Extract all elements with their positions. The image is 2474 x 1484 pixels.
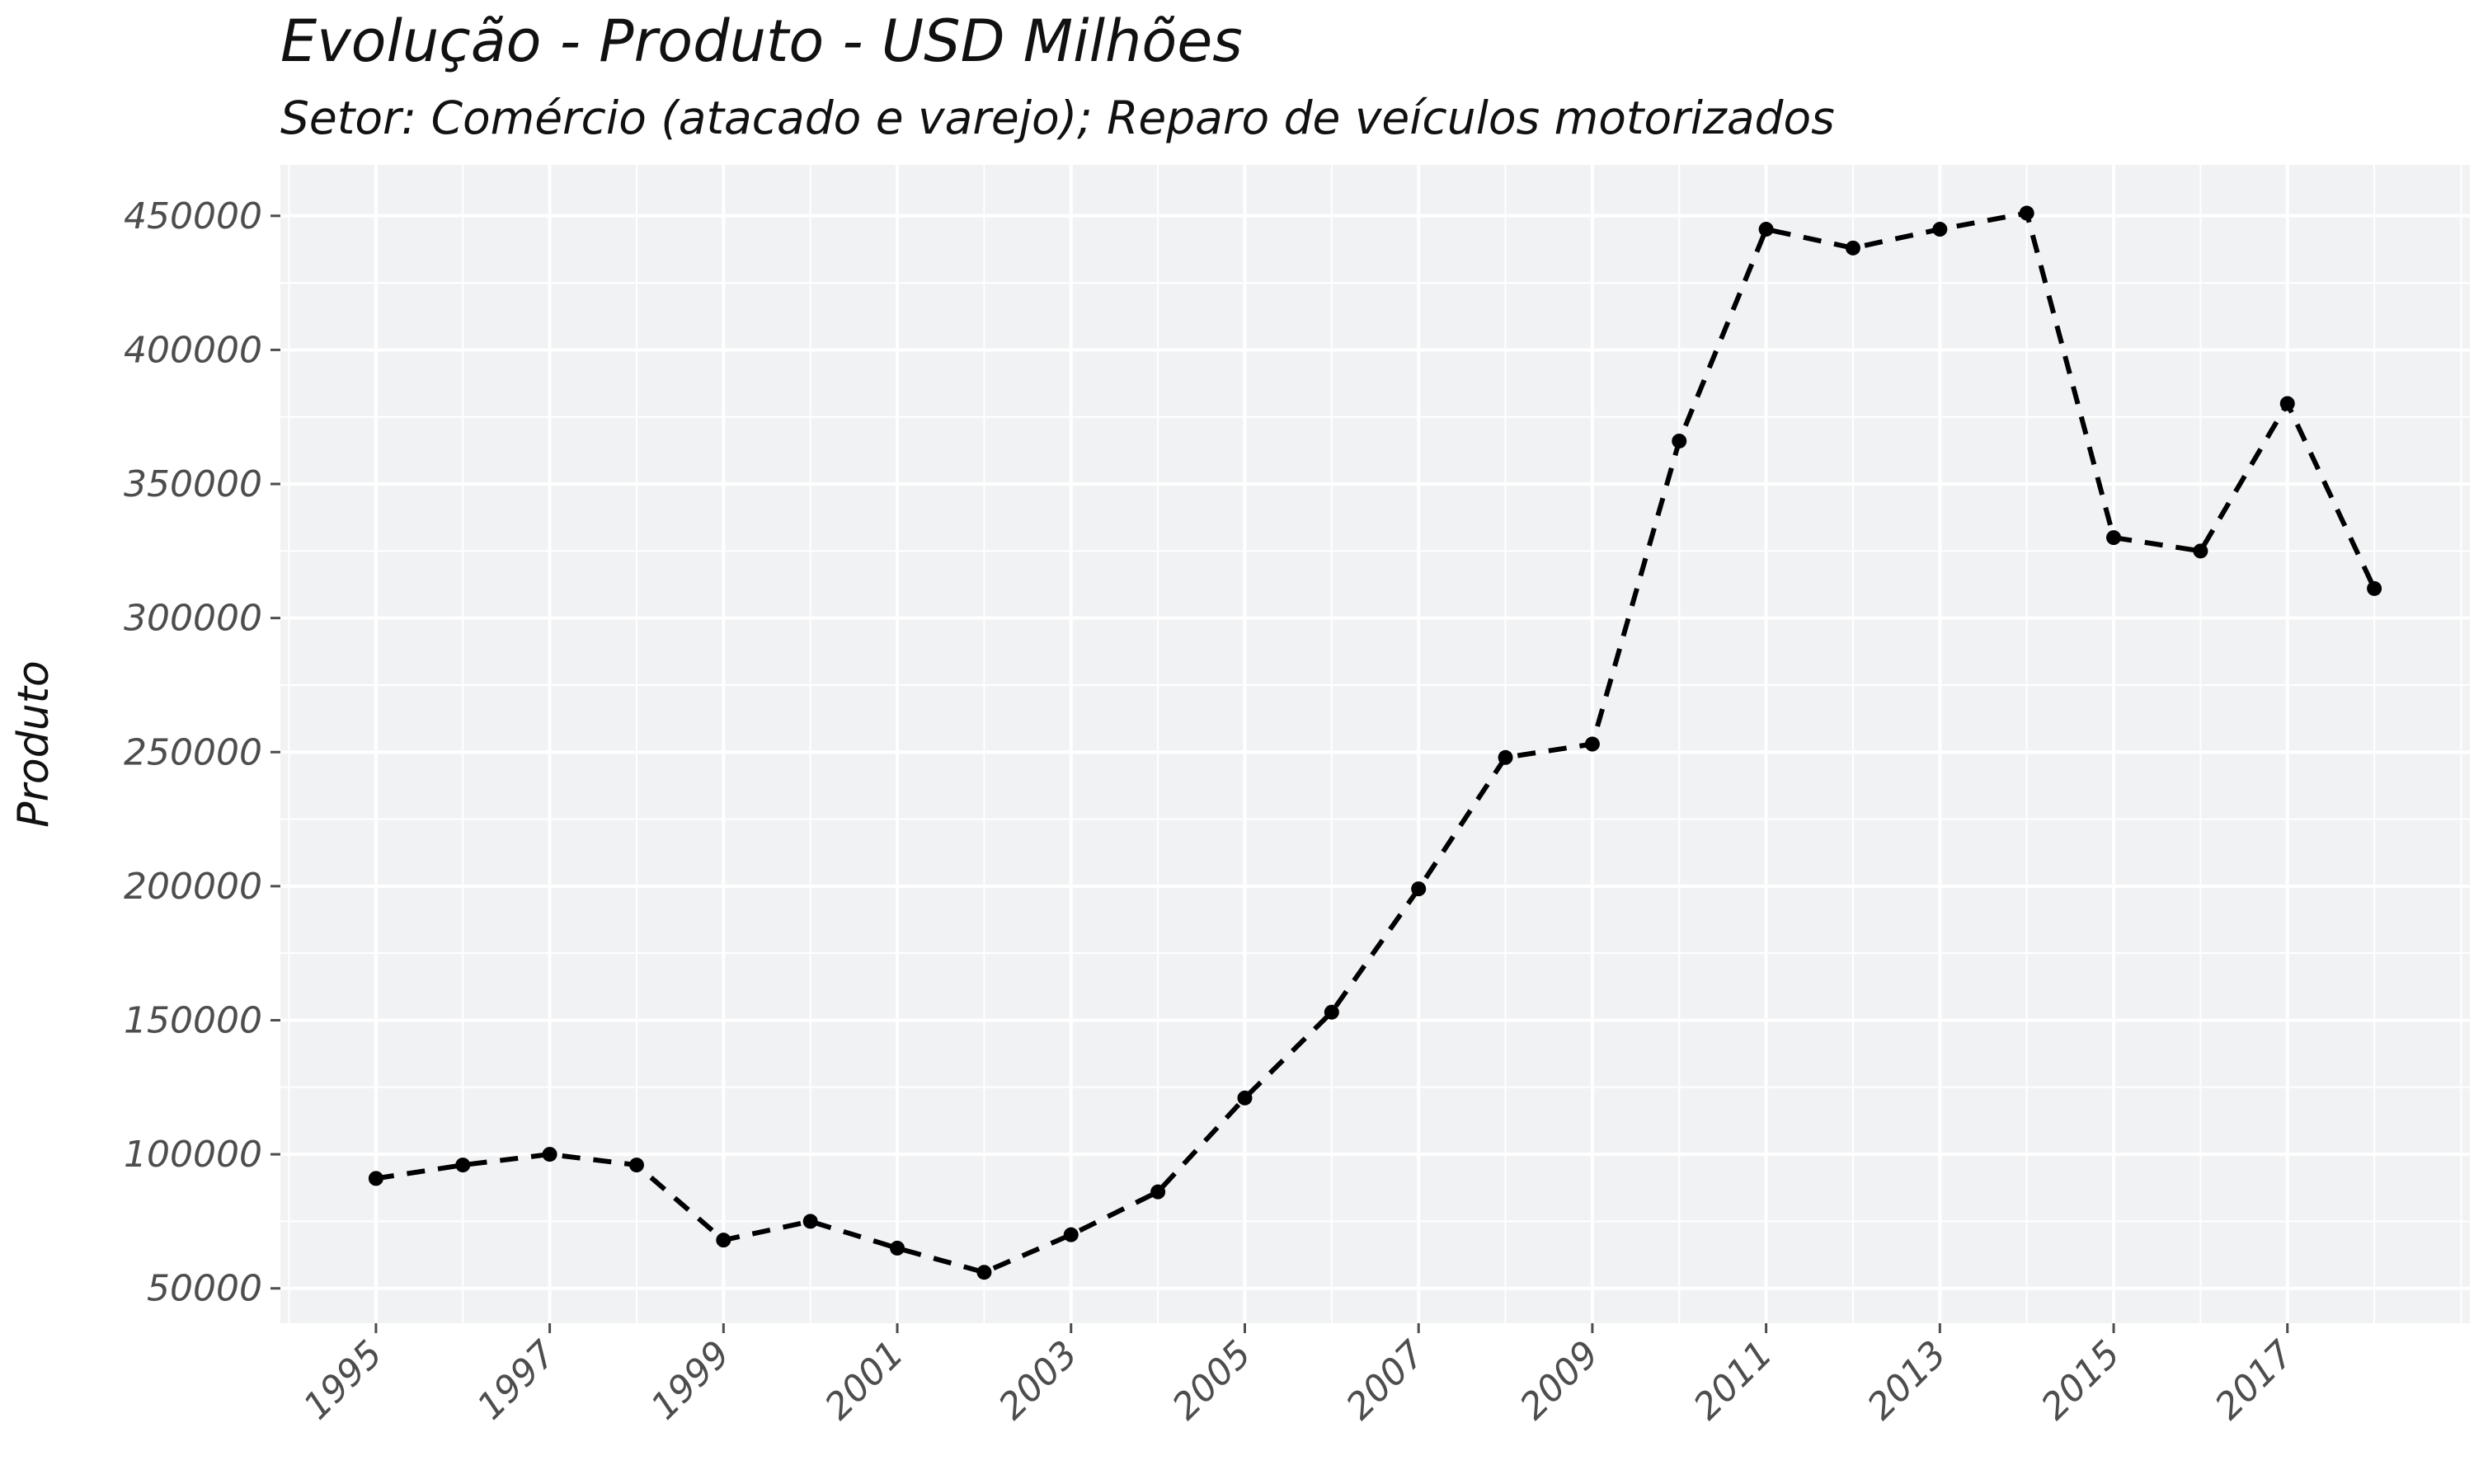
y-tick-label: 100000 xyxy=(124,1134,262,1176)
y-axis-title: Produto xyxy=(9,660,59,828)
data-point xyxy=(542,1147,557,1162)
data-point xyxy=(802,1214,818,1229)
data-point xyxy=(716,1233,731,1248)
data-point xyxy=(1758,222,1774,237)
data-point xyxy=(1324,1004,1339,1020)
x-tick-label: 2001 xyxy=(817,1333,912,1428)
y-tick-label: 250000 xyxy=(124,731,262,773)
data-point xyxy=(1845,240,1860,256)
x-tick-label: 1999 xyxy=(643,1333,738,1428)
data-point xyxy=(1411,881,1427,897)
y-tick-label: 50000 xyxy=(147,1268,262,1310)
chart-subtitle: Setor: Comércio (atacado e varejo); Repa… xyxy=(280,92,1835,144)
data-point xyxy=(2106,530,2122,546)
data-point xyxy=(368,1171,383,1186)
x-tick-label: 2007 xyxy=(1338,1333,1433,1428)
x-tick-label: 2013 xyxy=(1860,1333,1954,1428)
data-point xyxy=(1932,222,1948,237)
data-point xyxy=(2279,396,2295,411)
x-tick-label: 2015 xyxy=(2034,1333,2128,1428)
chart-title: Evolução - Produto - USD Milhões xyxy=(280,7,1243,75)
data-point xyxy=(2019,205,2034,221)
x-tick-label: 1995 xyxy=(295,1333,390,1428)
data-point xyxy=(1672,433,1687,448)
data-point xyxy=(976,1265,992,1280)
y-tick-label: 400000 xyxy=(124,329,262,371)
data-point xyxy=(628,1158,644,1173)
y-tick-label: 450000 xyxy=(124,195,262,237)
y-tick-label: 150000 xyxy=(124,999,262,1041)
x-tick-label: 1997 xyxy=(469,1333,564,1428)
series-layer xyxy=(368,205,2382,1280)
series-line xyxy=(375,210,2377,1275)
x-tick-label: 2005 xyxy=(1164,1333,1259,1428)
data-point xyxy=(1150,1184,1166,1200)
y-tick-label: 200000 xyxy=(124,866,262,908)
data-point xyxy=(1063,1227,1079,1242)
x-tick-label: 2017 xyxy=(2207,1333,2302,1428)
data-point xyxy=(1584,736,1600,752)
x-tick-label: 2009 xyxy=(1512,1333,1606,1428)
data-point xyxy=(1237,1090,1253,1106)
data-point xyxy=(455,1158,471,1173)
data-point xyxy=(2193,543,2208,559)
y-tick-label: 350000 xyxy=(124,463,262,505)
y-tick-label: 300000 xyxy=(124,598,262,640)
data-point xyxy=(2367,580,2382,596)
data-point xyxy=(1498,749,1513,765)
data-point xyxy=(890,1240,905,1256)
x-tick-label: 2011 xyxy=(1686,1333,1780,1428)
plot-panel xyxy=(280,165,2470,1323)
x-tick-label: 2003 xyxy=(990,1333,1085,1428)
